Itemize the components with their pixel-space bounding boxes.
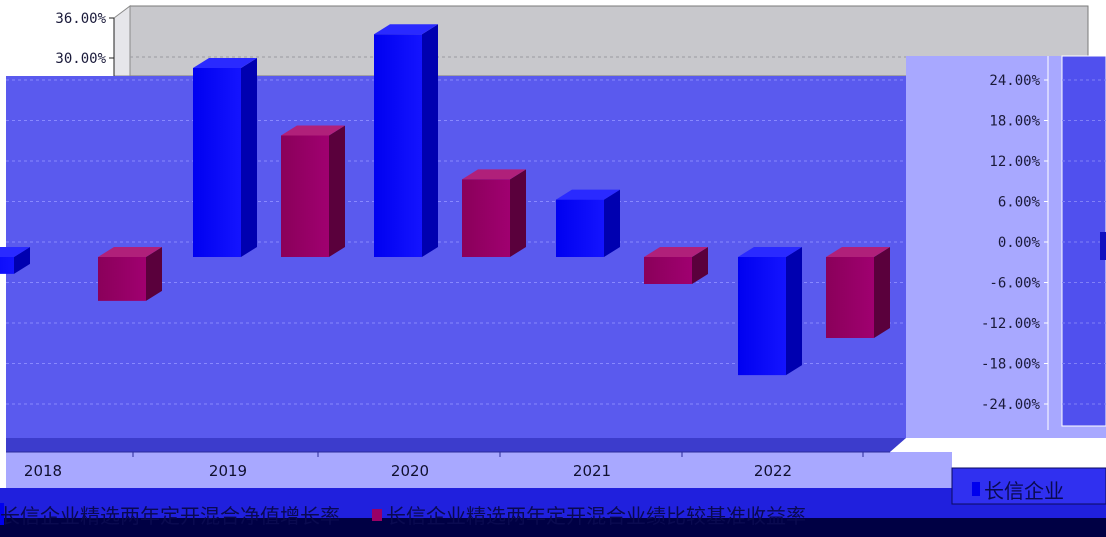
bar-front (826, 257, 874, 338)
category-label: 2021 (573, 462, 611, 480)
legend: 长信企业精选两年定开混合净值增长率 长信企业精选两年定开混合业绩比较基准收益率 … (0, 479, 1064, 528)
right-inner-panel (1061, 55, 1106, 427)
bar-group (0, 24, 890, 376)
bar-front (374, 34, 422, 257)
right-tick-label: 24.00% (989, 73, 1040, 89)
right-tick-label: 6.00% (998, 195, 1041, 211)
bar-front (644, 257, 692, 284)
bar-side (329, 125, 345, 257)
right-tick-label: -6.00% (989, 276, 1040, 292)
category-labels: 2018 2019 2020 2021 2022 (24, 452, 864, 480)
legend-label-series-1: 长信企业精选两年定开混合净值增长率 (0, 504, 340, 528)
bar-front (462, 179, 510, 257)
bar-top (193, 58, 257, 68)
legend-label-right: 长信企业 (984, 479, 1064, 503)
bar-1-2020 (374, 24, 438, 257)
bar-top (738, 247, 802, 257)
bar-side (692, 247, 708, 284)
legend-label-series-2: 长信企业精选两年定开混合业绩比较基准收益率 (386, 504, 806, 528)
bar-top (644, 247, 708, 257)
left-tick-label: 30.00% (55, 51, 106, 67)
bar-side (14, 247, 30, 274)
bar-side (786, 247, 802, 376)
right-tick-label: -18.00% (981, 357, 1041, 373)
category-label: 2020 (391, 462, 429, 480)
bar-top (0, 247, 30, 257)
bar-front (281, 135, 329, 257)
upper-plot-side-wall (113, 5, 131, 77)
bar-1-2022 (738, 247, 802, 376)
category-label: 2022 (754, 462, 792, 480)
bar-front (556, 199, 604, 257)
left-tick-label: 36.00% (55, 11, 106, 27)
bar-top (281, 125, 345, 136)
inset-bar (1100, 232, 1106, 260)
bar-1-2019 (193, 58, 257, 257)
bar-1-2018 (0, 247, 30, 274)
bar-2-2020 (462, 169, 526, 257)
legend-swatch-series-2 (372, 509, 382, 521)
bar-2-2019 (281, 125, 345, 257)
category-label: 2019 (209, 462, 247, 480)
bar-side (510, 169, 526, 257)
category-strip (6, 452, 952, 488)
legend-swatch-right (972, 482, 980, 496)
right-tick-label: 12.00% (989, 154, 1040, 170)
bar-top (462, 169, 526, 180)
bar-2-2018 (98, 247, 162, 301)
bar-front (193, 68, 241, 257)
right-tick-label: -12.00% (981, 316, 1041, 332)
main-plot-floor (6, 438, 906, 452)
bar-side (874, 247, 890, 338)
bar-side (422, 24, 438, 257)
category-label: 2018 (24, 462, 62, 480)
bar-top (374, 24, 438, 35)
bar-side (604, 189, 620, 257)
right-tick-label: 0.00% (998, 235, 1041, 251)
grid-lines (6, 79, 1106, 405)
bar-2-2022 (826, 247, 890, 338)
bar-front (98, 257, 146, 301)
bar-top (556, 189, 620, 200)
legend-strip-dark (0, 518, 1106, 537)
right-tick-label: -24.00% (981, 397, 1041, 413)
bar-2-2021 (644, 247, 708, 284)
bar-1-2021 (556, 189, 620, 257)
right-tick-label: 18.00% (989, 114, 1040, 130)
legend-swatch-series-1 (0, 503, 4, 525)
bar-front (0, 257, 14, 274)
bar-side (146, 247, 162, 301)
bar-front (738, 257, 786, 376)
right-axis-ticks: 24.00% 18.00% 12.00% 6.00% 0.00% -6.00% -12.00… (981, 73, 1048, 413)
bar-side (241, 58, 257, 257)
bar-top (98, 247, 162, 257)
bar-top (826, 247, 890, 257)
left-axis-ticks: 36.00% 30.00% (55, 11, 114, 67)
